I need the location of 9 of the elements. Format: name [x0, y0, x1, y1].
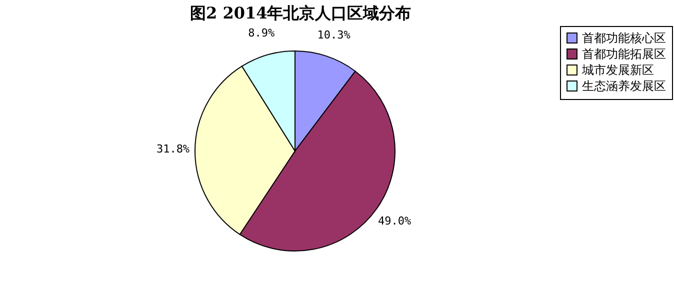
legend-label: 首都功能核心区: [582, 31, 666, 45]
data-label: 49.0%: [378, 214, 412, 228]
legend-label: 首都功能拓展区: [582, 47, 666, 61]
chart-title: 图2 2014年北京人口区域分布: [190, 4, 412, 22]
data-label: 10.3%: [317, 28, 351, 42]
data-label: 31.8%: [156, 142, 190, 156]
legend-label: 城市发展新区: [581, 63, 654, 77]
data-label: 8.9%: [248, 26, 275, 40]
legend-label: 生态涵养发展区: [582, 79, 666, 93]
